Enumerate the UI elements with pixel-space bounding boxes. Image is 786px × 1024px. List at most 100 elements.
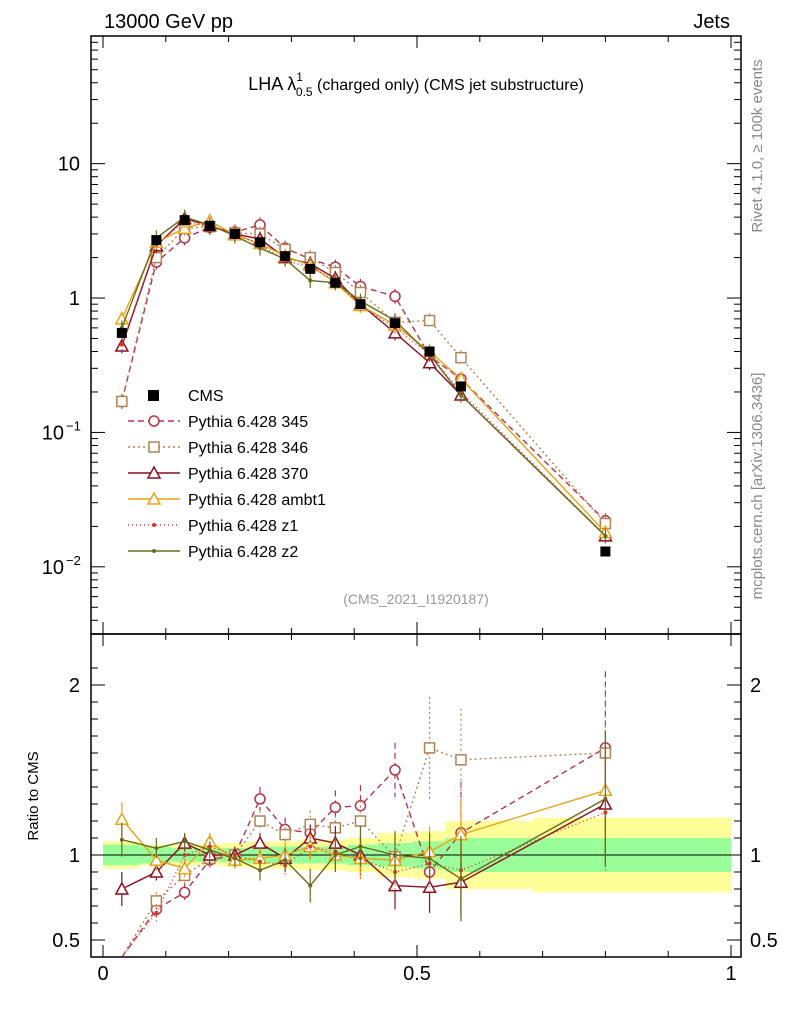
legend: CMS Pythia 6.428 345 Pythia 6.428 346 Pythi… <box>128 388 326 561</box>
x-tick-label: 0.5 <box>403 963 431 985</box>
series-z2-ratio-point <box>427 856 432 861</box>
cms-data-point <box>330 277 341 288</box>
ratio-panel-frame <box>90 633 742 958</box>
plot-title: LHA λ1 0.5 (charged only) (CMS jet substr… <box>248 70 584 99</box>
series-346-point <box>455 351 467 364</box>
series-z2-line <box>121 216 606 537</box>
cms-data-point <box>179 215 190 226</box>
series-z1-point <box>119 342 124 347</box>
series-346-ratio-point <box>279 828 291 841</box>
main-y-tick-label: 1 <box>69 288 80 310</box>
series-370-point <box>422 355 437 369</box>
legend-label: Pythia 6.428 346 <box>188 440 308 457</box>
series-z1-ratio-point <box>308 844 313 849</box>
ratio-panel-series <box>114 671 613 958</box>
cms-data-point <box>204 220 215 231</box>
header-right: Jets <box>693 11 730 33</box>
x-tick-label: 1 <box>725 963 736 985</box>
series-z2-point <box>458 392 463 397</box>
series-ambt1-ratio-point <box>114 811 130 826</box>
series-346-ratio-point <box>455 754 467 766</box>
legend-marker <box>146 465 162 479</box>
main-y-tick-exponent: −2 <box>66 553 81 568</box>
series-345-ratio-point <box>389 764 401 776</box>
series-z2-ratio-point <box>333 853 338 857</box>
ratio-y-tick-label-right: 1 <box>750 845 761 867</box>
main-y-tick-label: 10 <box>58 154 80 176</box>
cms-data-point <box>600 546 611 557</box>
ratio-y-tick-label-right: 2 <box>750 675 761 697</box>
cms-data-point <box>151 235 162 246</box>
legend-marker <box>152 549 156 553</box>
cms-data-point <box>116 327 127 338</box>
cms-data-point <box>424 346 435 357</box>
ratio-y-tick-label: 0.5 <box>52 930 80 952</box>
legend-marker <box>148 441 160 453</box>
legend-label: Pythia 6.428 ambt1 <box>188 492 326 509</box>
cms-data-point <box>455 381 466 392</box>
analysis-watermark: (CMS_2021_I1920187) <box>343 591 489 607</box>
series-346-point <box>423 314 436 327</box>
series-370-ratio-point <box>149 864 164 878</box>
series-346-ratio-point <box>254 815 266 827</box>
cms-data-point <box>280 251 291 262</box>
series-345-point <box>389 290 401 303</box>
series-ambt1-line <box>121 220 606 533</box>
series-z2-ratio-point <box>308 883 313 888</box>
series-ambt1-ratio-line <box>121 789 606 870</box>
series-370-ratio-point <box>252 835 268 849</box>
main-panel-series <box>114 209 613 557</box>
x-tick-label: 0 <box>97 963 108 985</box>
cms-data-point <box>390 318 401 329</box>
series-z2-ratio-point <box>207 847 212 852</box>
plot-title-sup: 1 <box>296 70 303 84</box>
series-z2-ratio-point <box>393 853 398 857</box>
main-y-tick-label: 10 <box>42 422 64 444</box>
series-z2-ratio-point <box>358 844 363 849</box>
legend-label-cms: CMS <box>188 388 224 405</box>
series-z2-ratio-point <box>232 856 237 861</box>
ratio-y-tick-label: 2 <box>69 675 80 697</box>
legend-marker-cms <box>148 390 159 401</box>
series-ambt1-ratio-point <box>149 852 164 866</box>
series-z1-ratio-line <box>121 811 606 958</box>
series-z1-ratio-point <box>154 910 159 915</box>
series-z2-ratio-point <box>458 876 463 881</box>
series-z2-point <box>308 278 313 283</box>
series-z1-line <box>121 220 606 537</box>
ratio-y-tick-label: 1 <box>69 845 80 867</box>
series-z2-ratio-point <box>258 868 262 873</box>
series-z2-ratio-point <box>283 858 288 863</box>
legend-marker <box>148 415 160 427</box>
series-ambt1-ratio-point <box>177 861 192 875</box>
rivet-version-label: Rivet 4.1.0, ≥ 100k events <box>749 59 766 232</box>
main-y-tick-label: 10 <box>42 557 64 579</box>
series-345-ratio-point <box>178 886 191 899</box>
series-z2-ratio-point <box>182 839 187 844</box>
ratio-y-axis-label: Ratio to CMS <box>25 751 42 840</box>
series-370-ratio-point <box>114 881 130 895</box>
legend-label: Pythia 6.428 370 <box>188 466 308 483</box>
legend-label: Pythia 6.428 345 <box>188 414 308 431</box>
series-346-ratio-point <box>354 815 367 827</box>
cms-data-point <box>305 263 316 274</box>
legend-marker <box>146 491 162 505</box>
main-y-tick-exponent: −1 <box>66 418 81 433</box>
series-z2-ratio-point <box>154 846 159 851</box>
series-346-point <box>116 395 128 408</box>
plot-title-sub: 0.5 <box>296 85 313 99</box>
cms-data-point <box>229 228 240 239</box>
series-346-ratio-point <box>423 742 436 754</box>
series-346-line <box>121 225 606 524</box>
series-345-ratio-point <box>254 793 266 805</box>
series-346-ratio-point <box>150 895 163 907</box>
ratio-y-tick-label-right: 0.5 <box>750 930 778 952</box>
cms-data-point <box>355 299 366 310</box>
series-z2-point <box>603 533 608 538</box>
series-ambt1-point <box>177 220 192 235</box>
series-z2-ratio-line <box>121 798 606 887</box>
series-z2-ratio-point <box>603 796 608 801</box>
legend-marker <box>152 523 156 527</box>
